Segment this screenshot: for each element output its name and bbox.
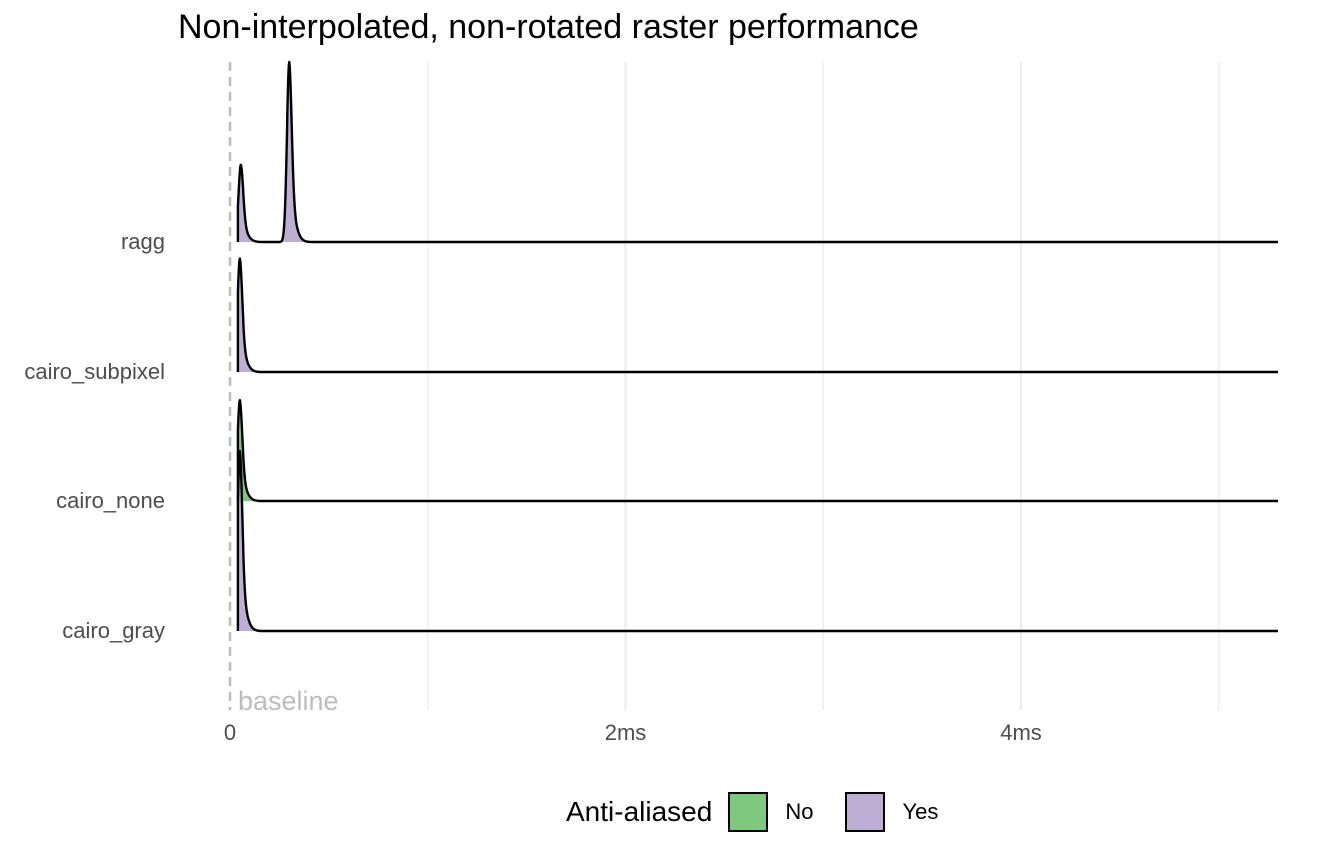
legend-swatch-yes	[845, 792, 886, 832]
x-tick-label: 2ms	[604, 720, 647, 745]
legend-label-yes: Yes	[902, 799, 939, 824]
x-tick-label: 0	[223, 720, 237, 745]
chart-title: Non-interpolated, non-rotated raster per…	[178, 8, 919, 46]
ridge-fill-cairo_subpixel	[237, 258, 260, 372]
legend: Anti-aliased No Yes	[566, 790, 938, 834]
baseline-label: baseline	[238, 686, 339, 716]
ridge-fill-ragg	[237, 62, 379, 242]
legend-title: Anti-aliased	[566, 796, 713, 827]
y-tick-label: cairo_gray	[62, 618, 165, 643]
y-tick-label: cairo_none	[56, 488, 165, 513]
y-tick-label: cairo_subpixel	[24, 359, 165, 384]
ridge-fill-cairo_none	[237, 400, 260, 501]
legend-label-no: No	[785, 799, 814, 824]
x-tick-label: 4ms	[1000, 720, 1042, 745]
y-tick-label: ragg	[120, 229, 165, 254]
ridges	[236, 60, 1278, 633]
ridge-line-cairo_gray	[236, 449, 1278, 633]
ridge-fill-cairo_gray	[237, 451, 260, 631]
ridge-line-cairo_subpixel	[236, 257, 1278, 374]
grid-lines	[427, 62, 1220, 710]
ridge-line-ragg	[236, 60, 1278, 244]
legend-swatch-no	[728, 792, 769, 832]
ridge-line-cairo_none	[236, 399, 1278, 503]
